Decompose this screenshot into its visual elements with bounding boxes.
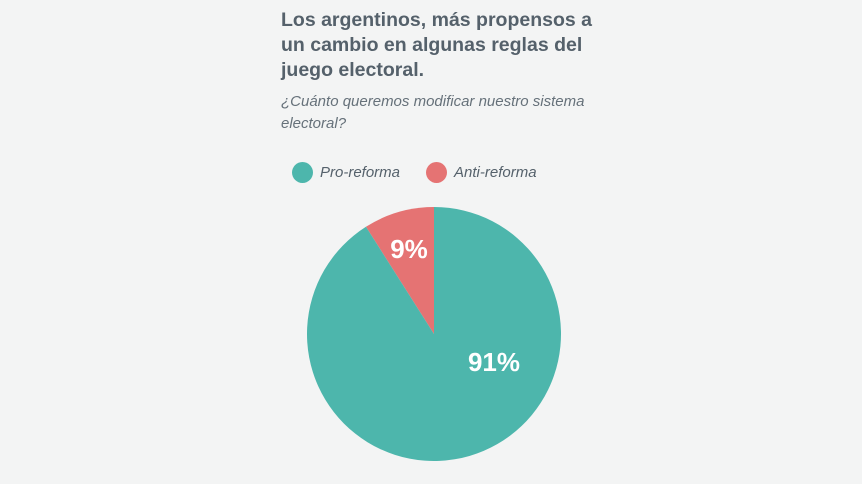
chart-title: Los argentinos, más propensos a un cambi… bbox=[281, 9, 592, 81]
legend-item-anti-reforma: Anti-reforma bbox=[426, 161, 537, 183]
legend-item-pro-reforma: Pro-reforma bbox=[292, 161, 401, 183]
pie-slice-pro-reforma bbox=[307, 207, 562, 461]
chart-legend: Pro-reforma Anti-reforma bbox=[292, 160, 563, 184]
pie-label-anti-reforma: 9% bbox=[390, 234, 428, 264]
pie-label-pro-reforma: 91% bbox=[468, 347, 520, 377]
legend-swatch-pro-reforma bbox=[292, 161, 313, 183]
pie-slice-anti-reforma bbox=[365, 207, 434, 334]
legend-label-anti-reforma: Anti-reforma bbox=[454, 163, 537, 181]
legend-label-pro-reforma: Pro-reforma bbox=[320, 163, 401, 181]
legend-swatch-anti-reforma bbox=[426, 161, 448, 183]
chart-subtitle: ¿Cuánto queremos modificar nuestro siste… bbox=[281, 93, 585, 132]
